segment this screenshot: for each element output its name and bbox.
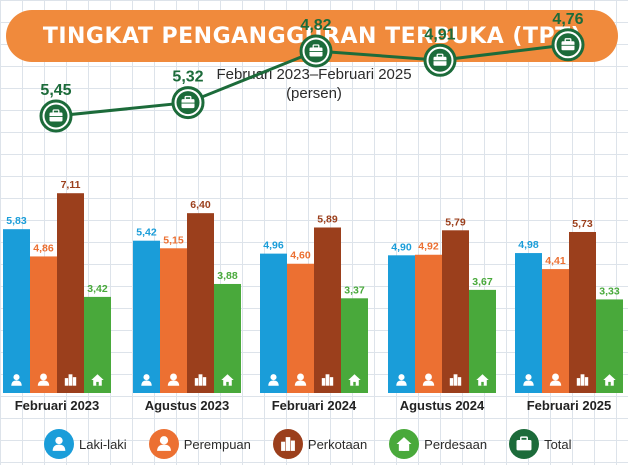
bar-perdesaan: [596, 299, 623, 393]
category-label: Agustus 2024: [400, 398, 485, 413]
bar-laki-laki: [260, 253, 287, 393]
bar-perkotaan: [314, 227, 341, 393]
legend-label: Total: [544, 436, 572, 452]
legend-item-perempuan: Perempuan: [148, 429, 251, 459]
total-point: [171, 86, 205, 120]
total-value-label: 5,45: [40, 82, 71, 99]
bar-value-label: 5,79: [445, 216, 466, 228]
bar-value-label: 3,88: [217, 270, 238, 282]
category-label: Februari 2023: [15, 398, 100, 413]
bar-value-label: 4,96: [263, 240, 284, 252]
total-value-label: 4,82: [300, 17, 331, 34]
bar-value-label: 5,15: [163, 234, 184, 246]
bar-value-label: 6,40: [190, 199, 211, 211]
bar-perempuan: [160, 248, 187, 393]
bar-perdesaan: [341, 298, 368, 393]
bar-value-label: 4,60: [290, 250, 311, 262]
bar-perkotaan: [57, 193, 84, 393]
city-icon: [272, 429, 303, 459]
bar-value-label: 5,89: [317, 213, 338, 225]
bar-value-label: 7,11: [61, 179, 81, 191]
bar-perdesaan: [469, 289, 496, 393]
bar-perkotaan: [187, 213, 214, 393]
bar-value-label: 5,83: [6, 215, 27, 227]
legend-item-laki-laki: Laki-laki: [44, 429, 127, 459]
bar-perempuan: [30, 256, 57, 393]
total-point: [299, 34, 333, 68]
briefcase-icon: [509, 429, 540, 459]
chart-legend: Laki-laki Perempuan Perkotaan Perdesaan Tota…: [44, 426, 624, 462]
bar-perdesaan: [214, 283, 241, 393]
bar-laki-laki: [3, 229, 30, 393]
category-label: Februari 2024: [272, 398, 357, 413]
bar-laki-laki: [515, 253, 542, 393]
bar-perempuan: [415, 254, 442, 393]
total-value-label: 4,76: [552, 11, 583, 28]
bar-laki-laki: [388, 255, 415, 393]
bar-value-label: 3,37: [344, 284, 365, 296]
woman-icon: [148, 429, 179, 459]
total-value-label: 4,91: [424, 26, 455, 43]
bar-value-label: 4,92: [418, 241, 439, 253]
total-point: [423, 43, 457, 77]
category-label: Agustus 2023: [145, 398, 230, 413]
bar-perkotaan: [442, 230, 469, 393]
total-point: [39, 99, 73, 133]
bar-perempuan: [287, 263, 314, 393]
legend-item-total: Total: [509, 429, 572, 459]
bar-value-label: 4,98: [518, 239, 539, 251]
legend-item-perkotaan: Perkotaan: [272, 429, 368, 459]
bar-value-label: 4,86: [33, 242, 54, 254]
legend-item-perdesaan: Perdesaan: [389, 429, 487, 459]
category-label: Februari 2025: [527, 398, 612, 413]
bar-value-label: 3,42: [87, 283, 108, 295]
bar-value-label: 3,33: [599, 285, 620, 297]
bar-value-label: 4,41: [545, 255, 566, 267]
bar-perkotaan: [569, 231, 596, 393]
legend-label: Perempuan: [183, 436, 251, 452]
bar-value-label: 5,73: [572, 218, 593, 230]
total-point: [551, 28, 585, 62]
legend-label: Perkotaan: [307, 436, 368, 452]
chart-subtitle-unit: (persen): [286, 85, 342, 102]
bar-perempuan: [542, 269, 569, 393]
bar-value-label: 4,90: [391, 241, 412, 253]
bar-value-label: 3,67: [472, 276, 493, 288]
legend-label: Perdesaan: [424, 436, 488, 452]
house-icon: [389, 429, 420, 459]
bar-laki-laki: [133, 240, 160, 393]
bar-perdesaan: [84, 296, 111, 393]
bar-value-label: 5,42: [136, 227, 157, 239]
person-icon: [44, 429, 74, 459]
total-value-label: 5,32: [172, 69, 203, 86]
tpt-chart: 5,83 4,86 7,11 3,42 Februari 2023 5,42 5,15 6,4…: [3, 11, 623, 413]
legend-label: Laki-laki: [79, 436, 127, 452]
